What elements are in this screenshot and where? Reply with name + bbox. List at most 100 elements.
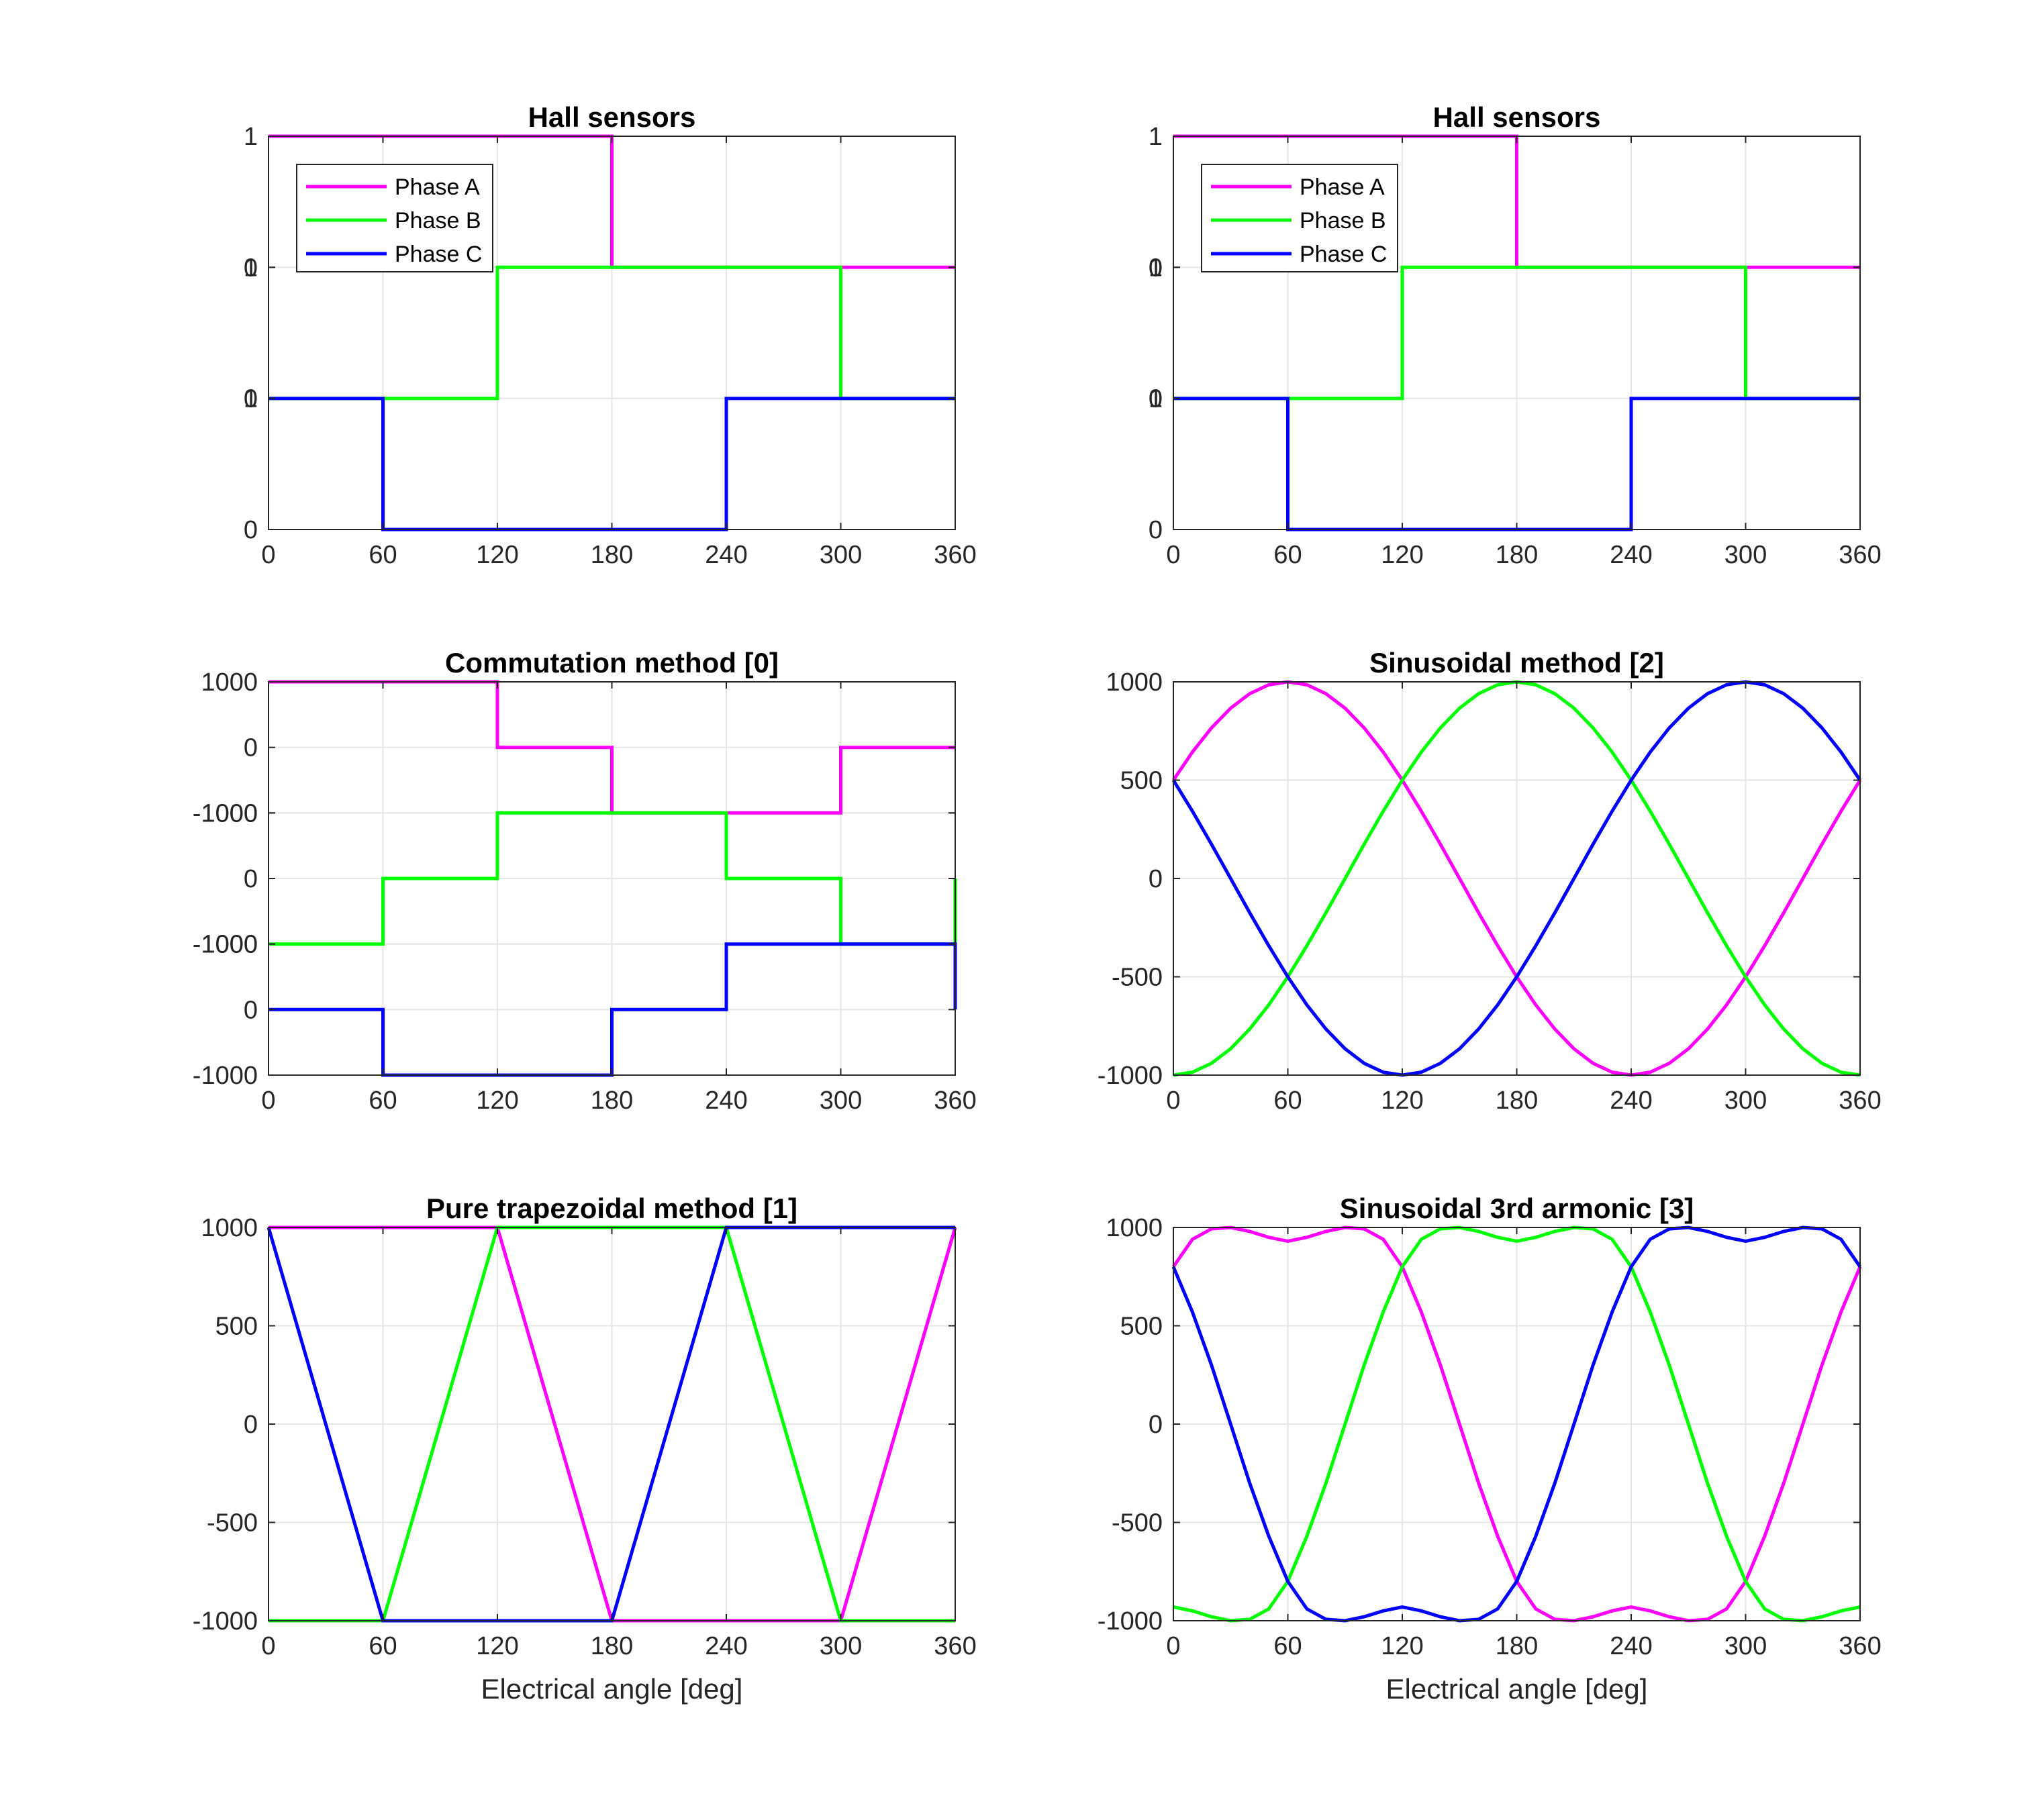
x-tick-label: 240: [705, 541, 747, 569]
legend: Phase A Phase B Phase C: [296, 164, 493, 272]
panel-middle-left: 0 60 120 180 240 300 36010000-100010000-100010…: [193, 647, 977, 1115]
x-axis-label: Electrical angle [deg]: [1386, 1673, 1648, 1705]
x-tick-label: 60: [369, 1632, 397, 1660]
x-tick-label: 360: [1839, 1632, 1881, 1660]
x-tick-label: 0: [1166, 541, 1180, 569]
x-tick-label: 120: [476, 541, 518, 569]
y-tick-label: 1000: [201, 799, 258, 827]
y-tick-label: 0: [1149, 385, 1163, 413]
panel-bottom-right: 0 60 120 180 240 300 360 1000 500 0 -500 -1000 Sinus…: [1098, 1193, 1882, 1705]
x-tick-label: 360: [934, 541, 976, 569]
legend-entry: Phase B: [395, 208, 481, 234]
y-tick-label: 1000: [1106, 1214, 1163, 1242]
x-tick-label: 360: [934, 1632, 976, 1660]
series-line-phase-a: [269, 680, 955, 815]
x-tick-label: 300: [1724, 541, 1767, 569]
panel-title: Sinusoidal method [2]: [1369, 647, 1664, 678]
x-tick-label: 360: [934, 1087, 976, 1115]
x-tick-label: 240: [705, 1632, 747, 1660]
y-tick-label: 0: [244, 734, 258, 762]
x-tick-label: 180: [591, 1632, 633, 1660]
x-tick-label: 180: [1496, 1632, 1538, 1660]
x-tick-label: 60: [369, 1087, 397, 1115]
x-tick-label: 60: [1273, 541, 1302, 569]
x-tick-label: 180: [1496, 1087, 1538, 1115]
x-tick-label: 300: [1724, 1087, 1767, 1115]
panel-title: Hall sensors: [528, 101, 696, 133]
y-tick-label: -1000: [193, 1062, 258, 1090]
legend-entry: Phase B: [1300, 208, 1386, 234]
y-tick-label: 0: [244, 516, 258, 544]
x-tick-label: 240: [1610, 1087, 1652, 1115]
x-tick-label: 180: [591, 541, 633, 569]
x-tick-label: 360: [1839, 1087, 1881, 1115]
y-tick-label: -1000: [193, 931, 258, 959]
series-line-phase-c: [1171, 1225, 1862, 1623]
x-tick-label: 120: [476, 1632, 518, 1660]
y-tick-label: 0: [244, 254, 258, 282]
x-tick-label: 120: [1381, 541, 1423, 569]
x-tick-label: 0: [261, 1632, 275, 1660]
y-tick-label: 1000: [201, 931, 258, 959]
y-tick-label: 1: [1149, 254, 1163, 282]
y-tick-label: -500: [1112, 1509, 1163, 1538]
x-tick-label: 120: [476, 1087, 518, 1115]
x-tick-label: 300: [820, 1087, 862, 1115]
grid: [1173, 1227, 1861, 1621]
legend-entry: Phase C: [395, 242, 482, 267]
grid: [268, 1227, 956, 1621]
y-tick-label: 0: [1149, 254, 1163, 282]
x-axis-label: Electrical angle [deg]: [481, 1673, 743, 1705]
y-tick-label: -1000: [1098, 1062, 1163, 1090]
legend-entry: Phase A: [395, 174, 480, 200]
x-tick-label: 240: [1610, 541, 1652, 569]
panel-title: Hall sensors: [1433, 101, 1601, 133]
y-tick-label: 500: [1120, 1313, 1163, 1341]
x-tick-label: 240: [705, 1087, 747, 1115]
y-tick-label: 1: [244, 385, 258, 413]
y-tick-label: 0: [1149, 865, 1163, 893]
x-tick-label: 240: [1610, 1632, 1652, 1660]
x-tick-label: 60: [369, 541, 397, 569]
x-tick-label: 0: [261, 541, 275, 569]
series-line-phase-c: [269, 942, 957, 1077]
y-tick-label: 1: [1149, 123, 1163, 151]
y-tick-label: -500: [1112, 964, 1163, 992]
x-tick-label: 300: [820, 541, 862, 569]
panel-bottom-left: 0 60 120 180 240 300 360 1000 500 0 -500 -1000 Pure …: [193, 1193, 977, 1705]
panel-title: Pure trapezoidal method [1]: [426, 1193, 797, 1224]
x-tick-label: 0: [1166, 1087, 1180, 1115]
y-tick-label: 0: [244, 996, 258, 1024]
x-tick-label: 180: [591, 1087, 633, 1115]
x-tick-label: 180: [1496, 541, 1538, 569]
y-tick-label: 0: [1149, 1411, 1163, 1439]
y-tick-label: 500: [1120, 767, 1163, 795]
grid: [1173, 681, 1861, 1076]
panel-middle-right: 0 60 120 180 240 300 360 1000 500 0 -500 -1000 Sinus…: [1098, 647, 1882, 1115]
y-tick-label: 1000: [201, 1214, 258, 1242]
x-tick-label: 360: [1839, 541, 1881, 569]
y-tick-label: 0: [244, 385, 258, 413]
y-tick-label: 1: [244, 254, 258, 282]
y-tick-label: 1: [1149, 385, 1163, 413]
panel-title: Sinusoidal 3rd armonic [3]: [1340, 1193, 1694, 1224]
panel-title: Commutation method [0]: [445, 647, 779, 678]
x-tick-label: 300: [1724, 1632, 1767, 1660]
y-tick-label: 1: [244, 123, 258, 151]
y-tick-label: 0: [1149, 516, 1163, 544]
x-tick-label: 0: [1166, 1632, 1180, 1660]
y-tick-label: -500: [207, 1509, 258, 1538]
y-tick-label: 0: [244, 1411, 258, 1439]
x-tick-label: 120: [1381, 1087, 1423, 1115]
y-tick-label: -1000: [193, 1607, 258, 1635]
x-tick-label: 120: [1381, 1632, 1423, 1660]
x-tick-label: 60: [1273, 1632, 1302, 1660]
y-tick-label: 1000: [1106, 668, 1163, 697]
legend-entry: Phase A: [1300, 174, 1385, 200]
x-tick-label: 300: [820, 1632, 862, 1660]
y-tick-label: -1000: [193, 799, 258, 827]
y-tick-label: 500: [215, 1313, 258, 1341]
